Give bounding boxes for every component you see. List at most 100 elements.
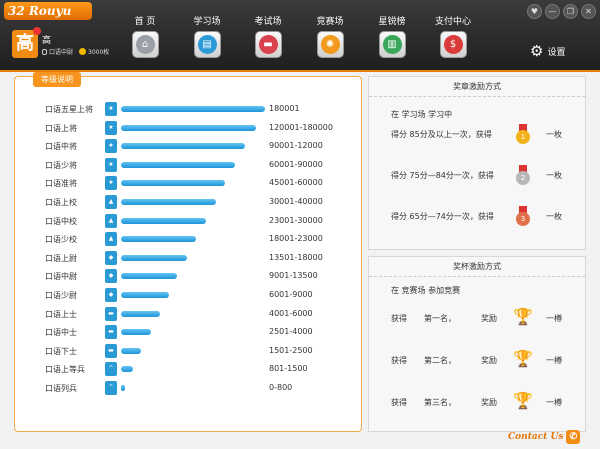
nav-label: 首 页 xyxy=(134,17,156,27)
contact-us-link[interactable]: Contact Us ✆ xyxy=(508,430,581,444)
level-row: 口语少校 ▲ 18001-23000 xyxy=(15,231,363,249)
app-logo: 32 Rouyu xyxy=(4,2,92,20)
cup-panel-title: 奖杯激励方式 xyxy=(453,262,501,271)
level-bar xyxy=(121,199,217,205)
level-panel-title: 等级说明 xyxy=(33,72,81,87)
phone-icon: ✆ xyxy=(566,430,581,444)
level-bar xyxy=(121,273,178,280)
trophy-icon: 🏆 xyxy=(513,349,533,368)
level-name: 口语列兵 xyxy=(45,384,77,393)
cup-award: 奖励 xyxy=(481,356,497,365)
level-row: 口语列兵 ^ 0-800 xyxy=(15,380,363,398)
cup-award: 奖励 xyxy=(481,398,497,407)
level-row: 口语中将 ★ 90001-12000 xyxy=(15,138,363,156)
medal-condition: 得分 85分及以上一次，获得 xyxy=(391,130,492,139)
nav-exam[interactable]: 考试场 ▬ xyxy=(238,14,298,58)
cup-get: 获得 xyxy=(391,314,407,323)
level-bar xyxy=(121,292,169,298)
coin-icon xyxy=(79,48,87,55)
rank-badge-icon: ◆ xyxy=(105,288,117,302)
rank-badge-icon: ▬ xyxy=(105,325,117,340)
level-row: 口语上校 ▲ 30001-40000 xyxy=(15,194,363,212)
cup-place: 第三名， xyxy=(424,398,456,407)
cup-get: 获得 xyxy=(391,398,407,407)
rank-badge-icon: ▲ xyxy=(105,213,117,228)
nav-label: 考试场 xyxy=(254,17,282,27)
cup-amount: 一樽 xyxy=(546,314,562,323)
level-name: 口语中尉 xyxy=(45,272,77,282)
user-rank: 口语中尉 3000枚 xyxy=(42,47,109,56)
level-name: 口语上士 xyxy=(45,309,77,319)
level-row: 口语中校 ▲ 23001-30000 xyxy=(15,213,363,231)
nav-label: 学习场 xyxy=(193,17,221,27)
level-bar xyxy=(121,143,245,150)
level-name: 口语五星上将 xyxy=(45,105,93,114)
trophy-icon: 🏆 xyxy=(513,307,533,326)
level-bar xyxy=(121,180,225,187)
level-bar xyxy=(121,124,257,131)
nav-leaderboard[interactable]: 星锐榜 ▥ xyxy=(362,14,422,58)
medal-icon: 2 xyxy=(516,165,530,185)
medal-condition: 得分 75分—84分一次，获得 xyxy=(391,171,494,180)
close-icon[interactable]: ✕ xyxy=(581,4,596,19)
nav-home[interactable]: 首 页 ⌂ xyxy=(115,14,175,58)
rank-badge-icon: ▲ xyxy=(105,232,117,247)
level-name: 口语中士 xyxy=(45,328,77,338)
nav-study[interactable]: 学习场 ▤ xyxy=(177,14,237,58)
medal-icon: 3 xyxy=(516,206,530,226)
medal-amount: 一枚 xyxy=(546,212,562,221)
minimize-icon[interactable]: — xyxy=(545,4,560,19)
level-range: 90001-12000 xyxy=(269,141,323,151)
medal-amount: 一枚 xyxy=(546,130,562,139)
level-range: 120001-180000 xyxy=(269,122,333,132)
nav-label: 竞赛场 xyxy=(316,17,344,27)
level-range: 2501-4000 xyxy=(269,327,313,337)
rank-badge-icon: ★ xyxy=(105,102,117,116)
level-bar xyxy=(121,236,196,243)
level-bar xyxy=(121,106,265,112)
cup-place: 第一名， xyxy=(424,314,456,323)
level-name: 口语准将 xyxy=(45,179,77,189)
rank-badge-icon: ▲ xyxy=(105,195,117,209)
level-range: 0-800 xyxy=(269,383,293,392)
cup-award: 奖励 xyxy=(481,314,497,323)
level-range: 180001 xyxy=(269,104,300,113)
rank-badge-icon: ^ xyxy=(105,381,117,395)
level-range: 1501-2500 xyxy=(269,345,313,355)
level-name: 口语上等兵 xyxy=(45,365,85,375)
level-row: 口语准将 ★ 45001-60000 xyxy=(15,175,363,193)
level-name: 口语上尉 xyxy=(45,253,77,263)
rank-badge-icon: ◆ xyxy=(105,250,117,265)
rank-badge-icon: ★ xyxy=(105,139,117,154)
payment-icon: $ xyxy=(443,35,463,54)
medal-intro: 在 学习场 学习中 xyxy=(391,110,453,119)
restore-icon[interactable]: ❐ xyxy=(563,4,578,19)
rank-badge-icon: ^ xyxy=(105,362,117,377)
window-controls: ♥ — ❐ ✕ xyxy=(527,4,596,19)
title-bar: 32 Rouyu 高 高 口语中尉 3000枚 首 页 ⌂ 学习场 ▤ 考试场 ▬ 竞赛场 ✺ 星… xyxy=(0,0,600,72)
level-row: 口语下士 ▬ 1501-2500 xyxy=(15,343,363,361)
level-name: 口语少尉 xyxy=(45,291,77,300)
leaderboard-icon: ▥ xyxy=(382,35,402,54)
nav-payment[interactable]: 支付中心 $ xyxy=(423,14,483,58)
level-range: 45001-60000 xyxy=(269,178,323,188)
cup-panel: 奖杯激励方式 在 竞赛场 参加竞赛 获得 第一名， 奖励 🏆 一樽 获得 第二名， 奖励 🏆 一樽… xyxy=(368,256,586,432)
level-bar xyxy=(121,366,133,373)
level-row: 口语上等兵 ^ 801-1500 xyxy=(15,361,363,379)
settings-button[interactable]: ⚙ 设置 xyxy=(530,42,566,60)
rank-badge-icon: ◆ xyxy=(105,269,117,284)
avatar[interactable]: 高 xyxy=(12,27,41,58)
level-name: 口语少将 xyxy=(45,160,77,170)
rank-badge-icon: ★ xyxy=(105,176,117,191)
contest-icon: ✺ xyxy=(320,35,340,54)
level-row: 口语上尉 ◆ 13501-18000 xyxy=(15,250,363,268)
level-range: 801-1500 xyxy=(269,364,308,374)
favorite-icon[interactable]: ♥ xyxy=(527,4,542,19)
level-name: 口语上校 xyxy=(45,198,77,207)
level-row: 口语五星上将 ★ 180001 xyxy=(15,101,363,119)
nav-contest[interactable]: 竞赛场 ✺ xyxy=(300,14,360,58)
level-range: 4001-6000 xyxy=(269,308,313,318)
level-range: 13501-18000 xyxy=(269,252,323,262)
level-name: 口语少校 xyxy=(45,235,77,245)
home-icon: ⌂ xyxy=(135,35,155,54)
